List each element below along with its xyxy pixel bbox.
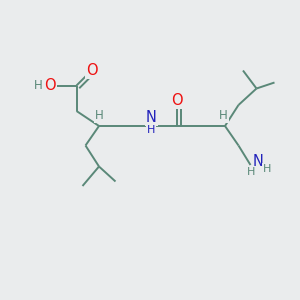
Text: O: O — [171, 93, 183, 108]
Text: O: O — [86, 63, 97, 78]
Text: N: N — [253, 154, 263, 169]
Text: H: H — [247, 167, 255, 177]
Text: H: H — [94, 109, 103, 122]
Text: H: H — [263, 164, 271, 174]
Text: H: H — [147, 125, 155, 135]
Text: H: H — [34, 79, 43, 92]
Text: N: N — [146, 110, 157, 125]
Text: H: H — [219, 109, 228, 122]
Text: O: O — [44, 78, 56, 93]
